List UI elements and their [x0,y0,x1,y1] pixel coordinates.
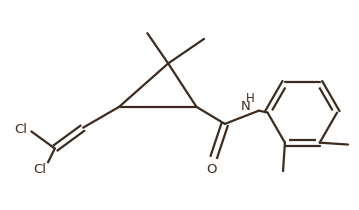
Text: Cl: Cl [33,163,46,176]
Text: N: N [241,100,251,113]
Text: Cl: Cl [14,123,27,136]
Text: O: O [206,164,217,176]
Text: H: H [246,92,255,105]
